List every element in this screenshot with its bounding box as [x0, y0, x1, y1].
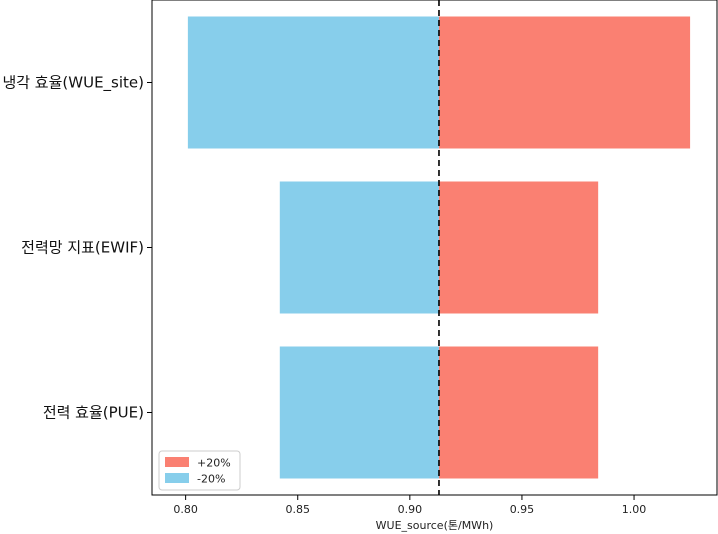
y-tick-label: 전력 효율(PUE) — [43, 404, 144, 422]
x-tick-label: 0.95 — [510, 503, 535, 516]
x-tick-label: 1.00 — [622, 503, 647, 516]
y-tick-label: 전력망 지표(EWIF) — [21, 239, 144, 257]
bars — [187, 16, 691, 479]
x-tick-label: 0.85 — [285, 503, 310, 516]
legend-swatch — [165, 457, 189, 467]
bar-minus-2 — [279, 346, 439, 479]
bar-minus-1 — [279, 181, 439, 314]
legend-label: -20% — [197, 473, 225, 486]
x-axis-label: WUE_source(톤/MWh) — [376, 519, 494, 532]
legend-label: +20% — [197, 457, 231, 470]
x-tick-label: 0.80 — [173, 503, 198, 516]
bar-minus-0 — [187, 16, 439, 149]
y-tick-label: 냉각 효율(WUE_site) — [2, 74, 144, 93]
y-axis: 냉각 효율(WUE_site) 전력망 지표(EWIF) 전력 효율(PUE) — [2, 74, 152, 422]
bar-plus-2 — [438, 346, 599, 479]
legend: +20% -20% — [158, 450, 241, 491]
legend-swatch — [165, 473, 189, 483]
bar-plus-1 — [438, 181, 599, 314]
x-axis: 0.80 0.85 0.90 0.95 1.00 — [173, 495, 646, 516]
x-tick-label: 0.90 — [398, 503, 423, 516]
bar-plus-0 — [438, 16, 691, 149]
